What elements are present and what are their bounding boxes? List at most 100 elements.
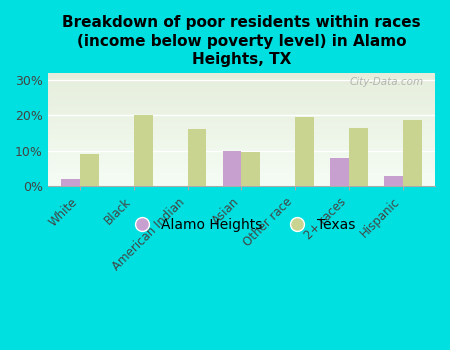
Bar (48, 138, 435, 139)
Bar (48, 130, 435, 131)
Bar (48, 173, 435, 174)
Bar (48, 124, 435, 125)
Bar (48, 170, 435, 171)
Bar (48, 135, 435, 136)
Bar (48, 111, 435, 112)
Bar (48, 90, 435, 91)
Bar (48, 144, 435, 145)
Bar (48, 85, 435, 86)
Bar (48, 140, 435, 141)
Bar (48, 156, 435, 157)
Bar (48, 165, 435, 166)
Bar (48, 155, 435, 156)
Title: Breakdown of poor residents within races
(income below poverty level) in Alamo
H: Breakdown of poor residents within races… (62, 15, 421, 67)
Bar (48, 80, 435, 81)
Bar (48, 97, 435, 98)
Bar (48, 108, 435, 109)
Bar (48, 112, 435, 113)
Bar (48, 116, 435, 117)
Bar (48, 136, 435, 137)
Bar (48, 106, 435, 107)
Bar (48, 141, 435, 142)
Bar (48, 88, 435, 89)
Bar (48, 168, 435, 169)
Bar (48, 154, 435, 155)
Bar (48, 87, 435, 88)
Bar (48, 78, 435, 79)
Bar (48, 74, 435, 75)
Bar (48, 133, 435, 134)
Bar (48, 72, 435, 73)
Bar (241, 153, 260, 186)
Bar (48, 137, 435, 138)
Bar (48, 129, 435, 130)
Bar (48, 163, 435, 164)
Bar (48, 146, 435, 147)
Bar (48, 92, 435, 93)
Bar (48, 185, 435, 186)
Bar (223, 151, 241, 186)
Bar (48, 175, 435, 176)
Bar (48, 105, 435, 106)
Bar (48, 172, 435, 173)
Bar (384, 176, 403, 186)
Bar (48, 162, 435, 163)
Bar (48, 98, 435, 99)
Bar (134, 115, 153, 186)
Bar (48, 117, 435, 118)
Bar (330, 158, 349, 186)
Bar (48, 101, 435, 102)
Bar (48, 81, 435, 82)
Bar (48, 121, 435, 122)
Bar (188, 130, 207, 186)
Bar (48, 126, 435, 127)
Bar (48, 128, 435, 129)
Bar (48, 103, 435, 104)
Bar (48, 174, 435, 175)
Bar (48, 91, 435, 92)
Bar (48, 127, 435, 128)
Bar (48, 95, 435, 96)
Bar (48, 134, 435, 135)
Bar (48, 149, 435, 150)
Bar (48, 79, 435, 80)
Bar (48, 86, 435, 87)
Bar (48, 118, 435, 119)
Bar (48, 109, 435, 110)
Bar (48, 184, 435, 185)
Bar (48, 139, 435, 140)
Bar (48, 94, 435, 95)
Bar (48, 82, 435, 83)
Bar (48, 145, 435, 146)
Bar (48, 157, 435, 158)
Bar (48, 114, 435, 115)
Bar (48, 123, 435, 124)
Bar (48, 148, 435, 149)
Bar (48, 84, 435, 85)
Bar (80, 154, 99, 186)
Bar (349, 128, 368, 186)
Bar (48, 100, 435, 101)
Text: City-Data.com: City-Data.com (349, 77, 423, 87)
Bar (48, 158, 435, 159)
Bar (48, 169, 435, 170)
Bar (48, 142, 435, 143)
Bar (48, 122, 435, 123)
Bar (48, 131, 435, 132)
Bar (48, 125, 435, 126)
Bar (48, 178, 435, 179)
Bar (48, 161, 435, 162)
Bar (48, 153, 435, 154)
Bar (48, 152, 435, 153)
Bar (48, 119, 435, 120)
Bar (48, 147, 435, 148)
Bar (48, 180, 435, 181)
Bar (48, 83, 435, 84)
Bar (48, 113, 435, 114)
Bar (48, 107, 435, 108)
Bar (48, 150, 435, 151)
Bar (48, 93, 435, 94)
Bar (48, 159, 435, 160)
Bar (48, 164, 435, 165)
Bar (48, 167, 435, 168)
